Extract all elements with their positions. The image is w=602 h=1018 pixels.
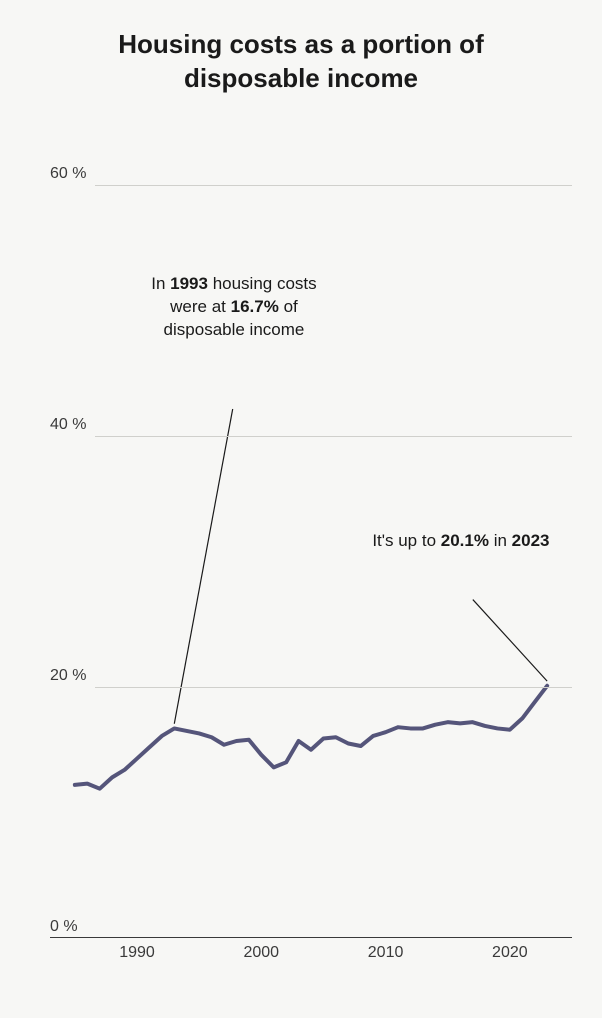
x-tick-label: 2010 <box>368 944 404 962</box>
y-tick-label: 60 % <box>50 165 86 183</box>
x-axis-line <box>50 937 572 938</box>
annotation-leader <box>473 600 547 682</box>
x-tick-label: 1990 <box>119 944 155 962</box>
y-tick-label: 40 % <box>50 416 86 434</box>
chart-title: Housing costs as a portion of disposable… <box>20 20 582 106</box>
chart-container: Housing costs as a portion of disposable… <box>0 0 602 1018</box>
x-tick-label: 2000 <box>243 944 279 962</box>
x-tick-label: 2020 <box>492 944 528 962</box>
plot-area: 1990200020102020 0 %20 %40 %60 %In 1993 … <box>50 160 572 938</box>
annotation-leader <box>174 409 232 724</box>
gridline <box>95 687 572 688</box>
y-tick-label: 20 % <box>50 667 86 685</box>
gridline <box>95 185 572 186</box>
y-tick-label: 0 % <box>50 918 78 936</box>
anno-1993: In 1993 housing costs were at 16.7% of d… <box>144 273 324 342</box>
data-line <box>75 686 547 789</box>
gridline <box>95 436 572 437</box>
x-axis-ticks: 1990 2000 2010 2020 <box>50 944 572 964</box>
anno-2023: It's up to 20.1% in 2023 <box>368 530 553 553</box>
